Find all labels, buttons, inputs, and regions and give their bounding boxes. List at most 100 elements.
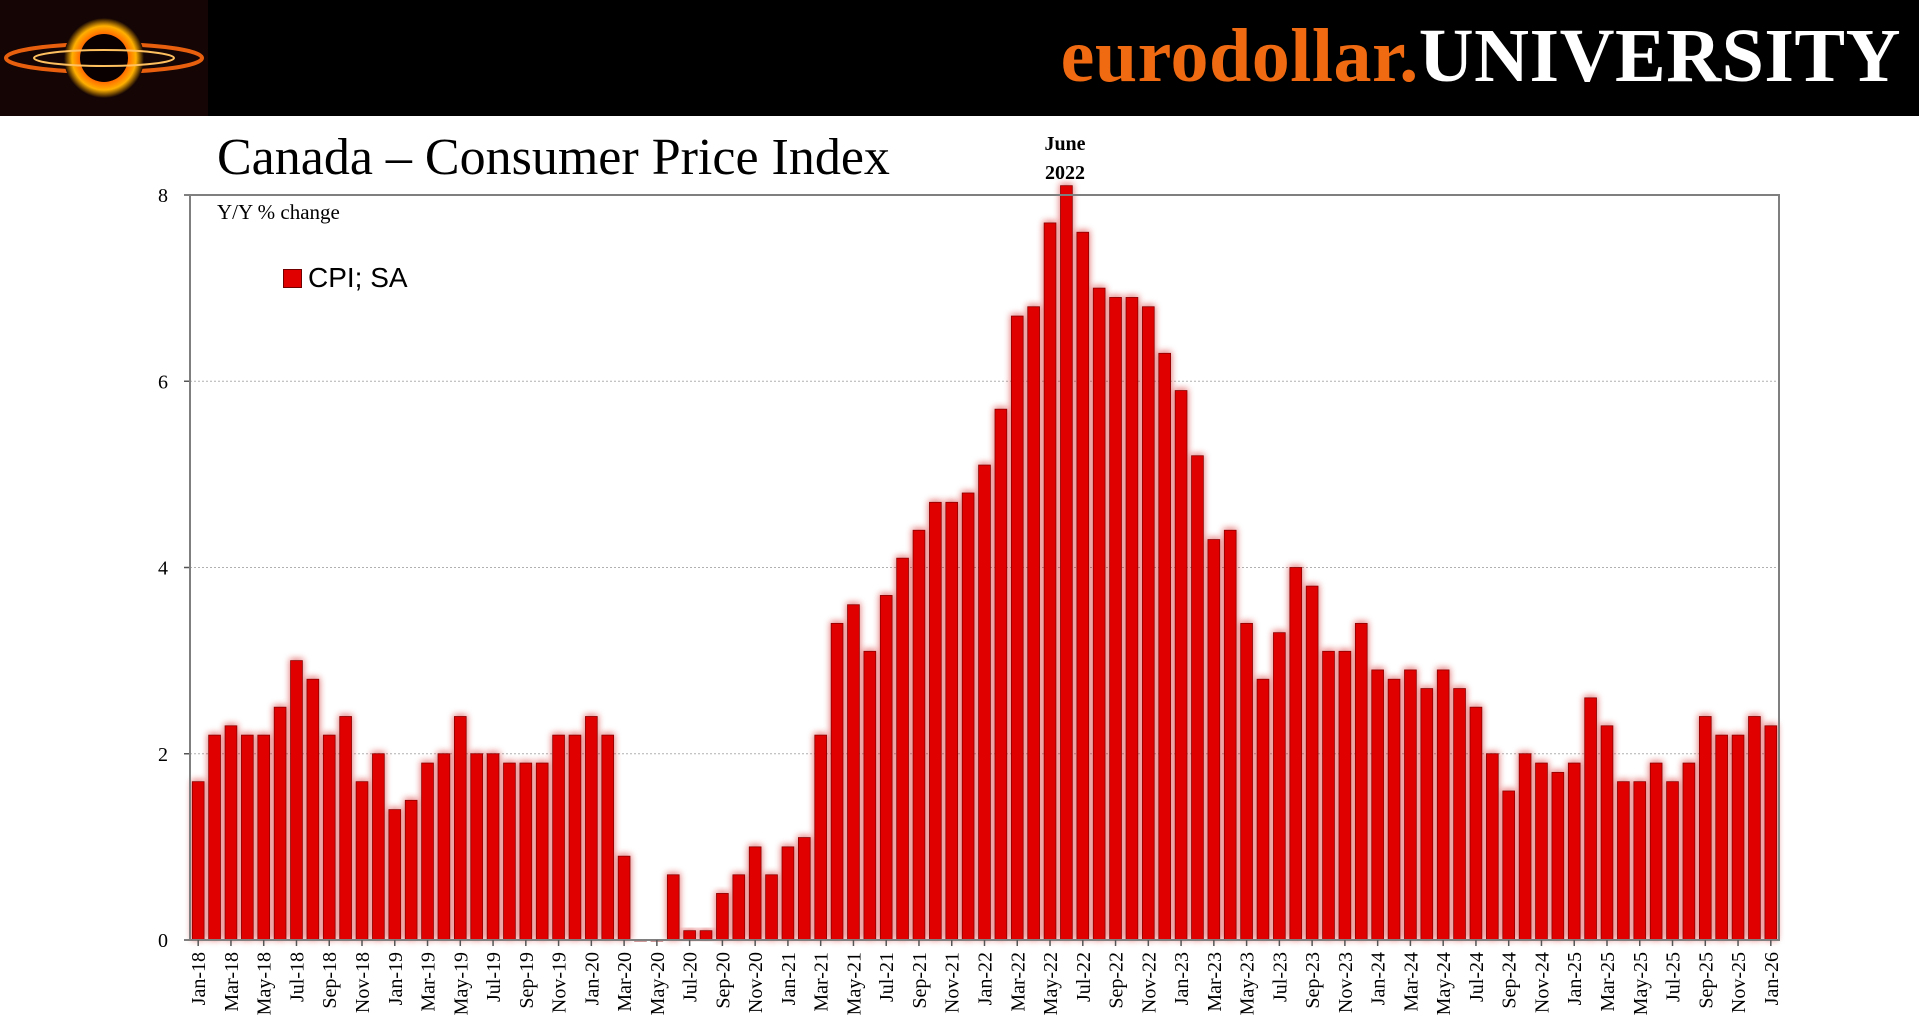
bar (830, 622, 844, 941)
x-tick-label: Sep-19 (516, 952, 538, 1009)
bar (1649, 762, 1663, 941)
x-tick-label: Jan-26 (1761, 952, 1783, 1005)
bar (191, 781, 205, 941)
bar (388, 809, 402, 941)
bar (1273, 632, 1286, 941)
bar (1764, 725, 1778, 941)
bar (1535, 762, 1548, 941)
legend-label: CPI; SA (308, 262, 408, 293)
bar (1109, 297, 1122, 941)
x-tick-label: Jul-20 (680, 952, 702, 1002)
bar (241, 734, 254, 941)
bar (1486, 753, 1499, 941)
y-tick-label: 6 (158, 371, 168, 393)
bar (945, 501, 959, 941)
bar (1420, 688, 1434, 941)
x-tick-label: Jul-22 (1073, 952, 1095, 1002)
x-tick-label: Nov-24 (1531, 952, 1553, 1013)
bar (929, 501, 942, 941)
bar (879, 595, 893, 941)
x-tick-label: Jan-22 (975, 952, 997, 1005)
bar (1600, 725, 1614, 941)
bar (1633, 781, 1647, 941)
bar (1354, 622, 1368, 941)
bar (765, 874, 778, 941)
x-tick-label: Mar-19 (418, 952, 440, 1012)
x-tick-label: Sep-23 (1302, 952, 1324, 1009)
bar (1698, 716, 1712, 941)
x-tick-label: Sep-25 (1695, 952, 1717, 1009)
x-tick-label: May-24 (1433, 952, 1455, 1015)
y-tick-label: 0 (158, 930, 168, 952)
bar (994, 408, 1008, 941)
bar (1060, 185, 1073, 941)
x-tick-label: May-22 (1040, 952, 1062, 1015)
y-tick-label: 8 (158, 185, 168, 207)
x-tick-label: Nov-21 (942, 952, 964, 1013)
bar (257, 734, 271, 941)
bar (1305, 585, 1319, 941)
brand-part-2: UNIVERSITY (1418, 13, 1901, 98)
bar (1338, 650, 1352, 941)
bar (1436, 669, 1450, 941)
bar (1453, 688, 1466, 941)
x-tick-label: Sep-22 (1106, 952, 1128, 1009)
x-tick-label: Mar-18 (221, 952, 243, 1012)
bar (1191, 455, 1204, 941)
y-axis-label: Y/Y % change (217, 200, 340, 224)
bar (322, 734, 336, 941)
bar (1158, 352, 1171, 941)
bar (1715, 734, 1728, 941)
x-tick-label: Mar-20 (614, 952, 636, 1012)
x-tick-label: Mar-25 (1597, 952, 1619, 1012)
annotation-line-2: 2022 (1045, 162, 1085, 184)
bar (748, 846, 762, 941)
bar (1731, 734, 1745, 941)
x-tick-label: Sep-21 (909, 952, 931, 1009)
x-tick-label: Mar-23 (1204, 952, 1226, 1012)
bar (978, 464, 991, 941)
chart-title: Canada – Consumer Price Index (217, 129, 890, 186)
x-tick-label: Mar-22 (1007, 952, 1029, 1012)
x-tick-label: Jan-18 (188, 952, 210, 1005)
bar (273, 706, 287, 941)
bar (486, 753, 500, 941)
x-tick-label: May-18 (254, 952, 276, 1015)
bar (437, 753, 451, 941)
x-tick-label: Nov-20 (745, 952, 767, 1013)
bar (306, 678, 320, 941)
x-tick-label: May-25 (1630, 952, 1652, 1015)
x-tick-label: May-19 (450, 952, 472, 1015)
bar (1010, 315, 1024, 941)
bar (290, 660, 303, 941)
bar (453, 716, 467, 941)
bar (372, 753, 385, 941)
bar (961, 492, 975, 941)
bar (617, 855, 631, 941)
peak-annotation: June 2022 (1040, 130, 1090, 188)
bar (1174, 390, 1188, 941)
bar (1518, 753, 1532, 941)
bar (781, 846, 795, 941)
x-tick-label: Sep-24 (1499, 952, 1521, 1009)
x-tick-label: Jan-24 (1368, 952, 1390, 1005)
bar (1502, 790, 1516, 941)
x-tick-label: Jan-19 (385, 952, 407, 1005)
bar (404, 799, 418, 941)
x-tick-label: May-23 (1237, 952, 1259, 1015)
bar (732, 874, 746, 941)
bar (1469, 706, 1483, 941)
bar (666, 874, 680, 941)
bar (519, 762, 533, 941)
bar (568, 734, 582, 941)
bar (355, 781, 369, 941)
bar (1240, 622, 1253, 941)
bar (683, 930, 696, 941)
x-tick-label: Jan-23 (1171, 952, 1193, 1005)
bar (1142, 306, 1155, 941)
bar (699, 930, 713, 941)
bar (1584, 697, 1597, 941)
x-tick-label: Jul-24 (1466, 952, 1488, 1002)
x-tick-label: Nov-23 (1335, 952, 1357, 1013)
